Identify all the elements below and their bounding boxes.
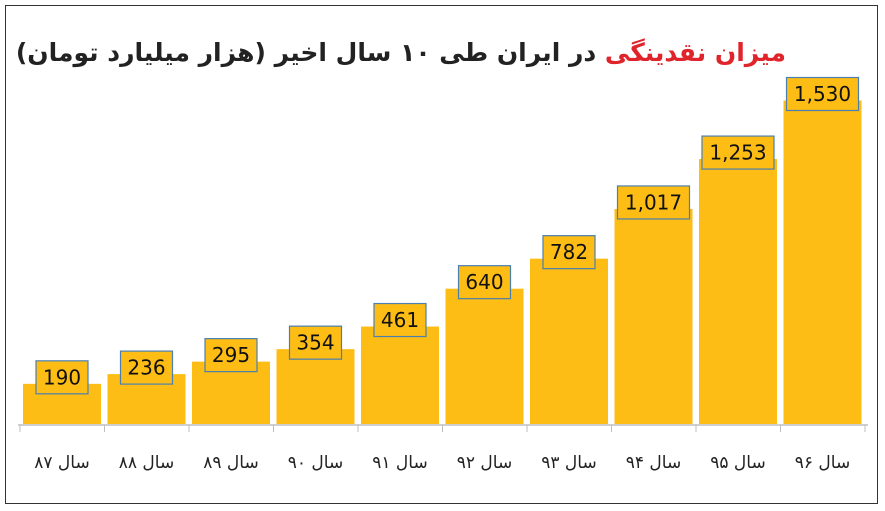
bar xyxy=(361,326,439,424)
data-label: 1,253 xyxy=(709,141,766,165)
chart-title-highlight: میزان نقدینگی xyxy=(604,38,786,67)
x-tick-label: سال ۹۴ xyxy=(626,453,681,473)
data-label: 190 xyxy=(43,365,81,389)
bar xyxy=(530,258,608,424)
data-label: 782 xyxy=(550,240,588,264)
data-label-box xyxy=(616,185,691,220)
x-tick-label: سال ۹۳ xyxy=(541,453,596,473)
data-label-box xyxy=(204,338,258,373)
data-label: 295 xyxy=(212,343,250,367)
data-label: 236 xyxy=(127,356,165,380)
bar xyxy=(614,208,693,424)
bar xyxy=(276,349,355,424)
bar xyxy=(783,100,862,424)
x-tick-label: سال ۹۵ xyxy=(710,453,765,473)
x-tick-label: سال ۸۸ xyxy=(119,453,174,473)
data-label-box xyxy=(35,360,89,395)
data-label: 461 xyxy=(381,308,419,332)
x-tick-label: سال ۹۲ xyxy=(457,453,512,473)
data-label-box xyxy=(542,235,596,270)
data-label-box xyxy=(373,302,427,338)
data-label-box xyxy=(119,350,174,385)
data-label: 1,530 xyxy=(794,82,851,106)
chart-title: میزان نقدینگی در ایران طی ۱۰ سال اخیر (ه… xyxy=(16,38,786,67)
x-tick-label: سال ۸۷ xyxy=(34,453,89,473)
x-tick-label: سال ۹۶ xyxy=(795,453,850,473)
data-label-box xyxy=(785,76,860,112)
data-label-box xyxy=(457,265,512,300)
data-label: 1,017 xyxy=(625,190,682,214)
bar xyxy=(445,288,524,424)
x-tick-label: سال ۸۹ xyxy=(203,453,258,473)
chart-title-rest: در ایران طی ۱۰ سال اخیر (هزار میلیارد تو… xyxy=(15,38,597,67)
bar xyxy=(699,159,777,424)
data-label: 354 xyxy=(296,331,334,355)
data-label-box xyxy=(701,135,775,170)
data-label-box xyxy=(288,325,343,360)
x-tick-label: سال ۹۰ xyxy=(288,453,343,473)
x-tick-label: سال ۹۱ xyxy=(372,453,427,473)
data-label: 640 xyxy=(465,270,503,294)
